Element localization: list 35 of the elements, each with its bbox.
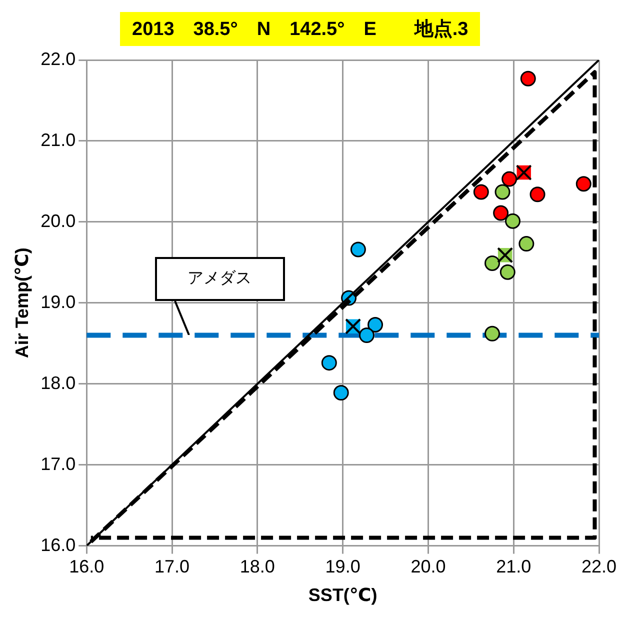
point <box>484 326 500 342</box>
point <box>576 176 592 192</box>
y-tick-label: 18.0 <box>40 372 76 393</box>
x-tick-label: 20.0 <box>410 556 446 577</box>
point <box>518 236 534 252</box>
x-axis-title: SST(℃) <box>308 585 378 606</box>
x-tick-label: 19.0 <box>325 556 360 577</box>
x-tick-label: 18.0 <box>240 556 275 577</box>
point <box>333 385 349 401</box>
point <box>520 70 536 86</box>
x-tick-label: 22.0 <box>581 556 617 577</box>
y-tick-label: 16.0 <box>40 534 76 555</box>
x-tick-label: 21.0 <box>496 556 532 577</box>
point <box>321 355 337 371</box>
y-tick-label: 22.0 <box>40 48 76 69</box>
point <box>500 264 516 280</box>
chart-title: 2013 38.5° N 142.5° E 地点.3 <box>120 12 480 46</box>
y-tick-label: 17.0 <box>40 454 76 474</box>
point <box>350 242 366 258</box>
point <box>494 184 510 200</box>
y-tick-label: 19.0 <box>40 292 76 312</box>
point <box>484 255 500 271</box>
y-tick-label: 21.0 <box>40 130 76 150</box>
x-tick-label: 17.0 <box>154 556 190 577</box>
point <box>502 171 518 187</box>
point <box>368 317 384 333</box>
point <box>473 184 489 200</box>
y-tick-label: 20.0 <box>40 210 76 231</box>
point <box>493 205 509 221</box>
x-tick-label: 16.0 <box>69 556 104 577</box>
point <box>530 186 546 202</box>
point <box>505 213 520 229</box>
point <box>358 328 374 344</box>
y-axis-title: Air Temp(℃) <box>12 248 32 358</box>
ref-line-label: アメダス <box>154 257 285 302</box>
